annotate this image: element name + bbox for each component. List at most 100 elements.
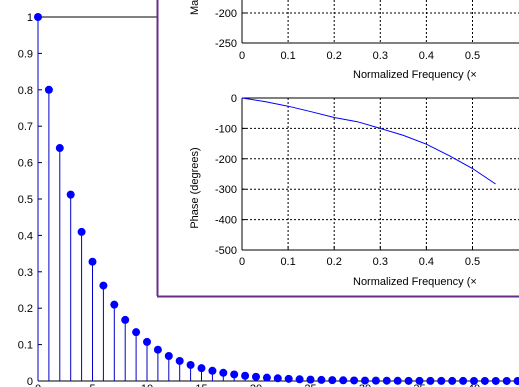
- phase-response-line: [241, 97, 496, 185]
- main-y-tick-label: 0.3: [18, 267, 33, 279]
- main-x-tick-label: 25: [304, 383, 316, 387]
- magnitude-x-tick-label: 0.5: [465, 50, 480, 62]
- stem-marker: [143, 337, 151, 346]
- stem-marker: [55, 144, 64, 153]
- phase-x-tick-label: 0.1: [280, 256, 295, 268]
- stem-marker: [415, 376, 424, 385]
- magnitude-panel: -250 -200 0 0.1 0.2 0.3 0.4 0.5 Normalized Fre…: [189, 0, 519, 81]
- stem-marker: [153, 345, 162, 354]
- magnitude-y-ticks: -250 -200: [215, 8, 246, 50]
- phase-x-ticks: 0 0.1 0.2 0.3 0.4 0.5: [239, 246, 480, 268]
- stem-marker: [262, 373, 271, 382]
- phase-x-tick-label: 0: [239, 256, 245, 268]
- inset-background: [157, 0, 519, 296]
- main-y-tick-label: 0.4: [18, 230, 33, 242]
- phase-xlabel: Normalized Frequency (×: [353, 276, 477, 288]
- magnitude-ylabel: Ma: [189, 0, 201, 15]
- main-x-tick-label: 35: [413, 383, 425, 387]
- magnitude-x-tick-label: 0.2: [327, 50, 342, 62]
- main-x-tick-label: 5: [89, 383, 95, 387]
- magnitude-y-tick-label: -200: [215, 8, 237, 20]
- phase-x-tick-label: 0.4: [419, 256, 434, 268]
- magnitude-x-tick-label: 0: [239, 50, 245, 62]
- main-y-tick-label: 0.5: [18, 194, 33, 206]
- phase-x-tick-label: 0.3: [373, 256, 388, 268]
- stem-marker: [513, 377, 519, 385]
- stem-marker: [448, 376, 457, 385]
- main-y-tick-label: 0.8: [18, 85, 33, 97]
- phase-y-tick-label: 0: [231, 93, 237, 105]
- stem-marker: [110, 300, 119, 309]
- stem-marker: [219, 368, 228, 377]
- stem-marker: [164, 351, 173, 360]
- stem-marker: [361, 376, 369, 385]
- stem-marker: [208, 366, 217, 375]
- stem-marker: [480, 376, 489, 385]
- phase-y-tick-label: -400: [215, 215, 237, 227]
- stem-marker: [371, 376, 380, 385]
- magnitude-xlabel: Normalized Frequency (×: [353, 69, 477, 81]
- stem-marker: [77, 227, 86, 236]
- stem-marker: [197, 364, 206, 373]
- main-x-tick-label: 40: [468, 383, 480, 387]
- stem-marker: [99, 281, 108, 290]
- main-y-ticks: 0 0.1 0.2 0.3 0.4 0.5 0.6 0.7 0.8 0.9 1: [18, 12, 42, 387]
- phase-y-ticks: -500 -400 -300 -200 -100 0: [215, 93, 246, 257]
- stem-marker: [426, 376, 435, 385]
- main-x-tick-label: 0: [35, 383, 41, 387]
- main-x-tick-label: 10: [141, 383, 153, 387]
- phase-y-tick-label: -300: [215, 184, 237, 196]
- stem-marker: [470, 376, 478, 385]
- phase-y-tick-label: -200: [215, 154, 237, 166]
- phase-y-tick-label: -100: [215, 123, 237, 135]
- main-y-tick-label: 0.1: [18, 340, 33, 352]
- stem-marker: [132, 328, 141, 337]
- main-x-tick-label: 20: [250, 383, 262, 387]
- stem-marker: [404, 376, 413, 385]
- stem-marker: [175, 356, 184, 365]
- stem-marker: [393, 376, 402, 385]
- stem-marker: [295, 375, 304, 384]
- magnitude-y-tick-label: -250: [215, 38, 237, 50]
- main-x-tick-label: 30: [359, 383, 371, 387]
- magnitude-vertical-grid: [287, 0, 473, 43]
- stem-marker: [34, 13, 42, 21]
- stem-marker: [252, 372, 260, 381]
- stem-marker: [88, 257, 97, 266]
- stem-marker: [350, 376, 359, 385]
- stem-marker: [502, 376, 511, 385]
- stem-marker: [491, 376, 500, 385]
- stem-marker: [44, 85, 53, 94]
- stem-marker: [66, 190, 75, 199]
- main-x-tick-label: 15: [195, 383, 207, 387]
- stem-marker: [382, 376, 391, 385]
- stem-marker: [186, 360, 195, 369]
- phase-x-tick-label: 0.2: [327, 256, 342, 268]
- main-y-tick-label: 0.2: [18, 303, 33, 315]
- stem-marker: [241, 371, 250, 380]
- magnitude-x-ticks: 0 0.1 0.2 0.3 0.4 0.5: [239, 50, 480, 62]
- main-y-tick-label: 0.9: [18, 48, 33, 60]
- stem-marker: [317, 375, 326, 384]
- stem-marker: [284, 374, 293, 383]
- phase-panel: -500 -400 -300 -200 -100 0 0 0.1 0.2 0.3 0.4 0.5 N…: [189, 93, 519, 288]
- stem-marker: [459, 376, 468, 385]
- main-y-tick-label: 1: [27, 12, 33, 24]
- stem-marker: [437, 376, 446, 385]
- main-y-tick-label: 0.6: [18, 158, 33, 170]
- stem-marker: [230, 370, 239, 379]
- phase-y-tick-label: -500: [215, 245, 237, 257]
- main-y-tick-label: 0: [27, 376, 33, 387]
- stem-marker: [328, 376, 337, 385]
- stem-marker: [121, 315, 130, 324]
- magnitude-x-tick-label: 0.4: [419, 50, 434, 62]
- main-y-tick-label: 0.7: [18, 121, 33, 133]
- stem-marker: [339, 376, 348, 385]
- magnitude-x-tick-label: 0.3: [373, 50, 388, 62]
- main-stems: [34, 13, 519, 385]
- phase-ylabel: Phase (degrees): [189, 147, 201, 228]
- inset-figure: -250 -200 0 0.1 0.2 0.3 0.4 0.5 Normalized Fre…: [156, 0, 519, 298]
- magnitude-x-tick-label: 0.1: [280, 50, 295, 62]
- stem-marker: [306, 375, 315, 384]
